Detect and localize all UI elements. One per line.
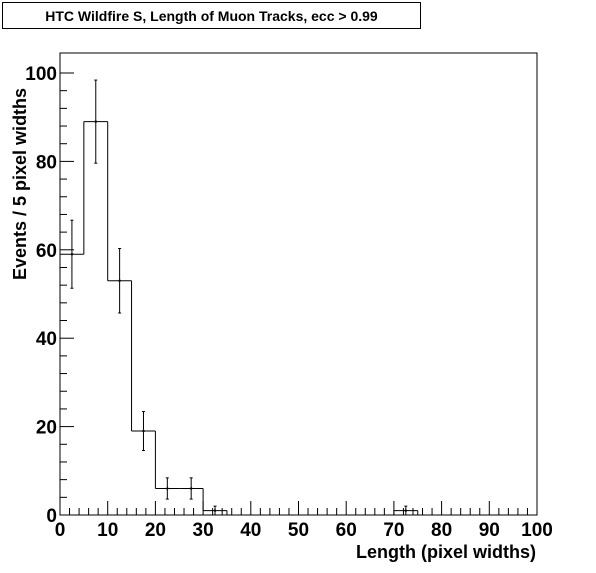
x-tick-label: 10	[97, 520, 118, 541]
bin-marker	[214, 509, 217, 512]
y-tick-label: 80	[36, 152, 57, 173]
bin-marker	[166, 487, 169, 490]
histogram-series	[60, 121, 537, 516]
error-bars	[70, 79, 408, 516]
x-tick-label: 80	[431, 520, 452, 541]
bin-marker	[118, 279, 121, 282]
x-tick-label: 0	[55, 520, 66, 541]
chart-title: HTC Wildfire S, Length of Muon Tracks, e…	[2, 2, 421, 29]
y-tick-label: 60	[36, 241, 57, 262]
bin-marker	[142, 430, 145, 433]
x-tick-label: 100	[521, 520, 553, 541]
x-tick-label: 50	[288, 520, 309, 541]
y-tick-label: 20	[36, 418, 57, 439]
x-axis-title: Length (pixel widths)	[356, 542, 536, 562]
x-tick-label: 30	[193, 520, 214, 541]
y-tick-label: 0	[46, 506, 57, 527]
x-tick-label: 60	[336, 520, 357, 541]
bin-marker	[404, 509, 407, 512]
bin-marker	[190, 487, 193, 490]
y-axis-title: Events / 5 pixel widths	[10, 88, 30, 280]
x-tick-label: 40	[240, 520, 261, 541]
y-tick-label: 100	[25, 64, 57, 85]
x-tick-label: 20	[145, 520, 166, 541]
bin-marker	[70, 253, 73, 256]
bin-marker	[94, 120, 97, 123]
x-tick-label: 70	[383, 520, 404, 541]
x-tick-label: 90	[479, 520, 500, 541]
y-tick-label: 40	[36, 329, 57, 350]
tick-labels: 0 10 20 30 40 50 60 70 80 90 100 0 20 40 60 80 100	[25, 64, 553, 541]
